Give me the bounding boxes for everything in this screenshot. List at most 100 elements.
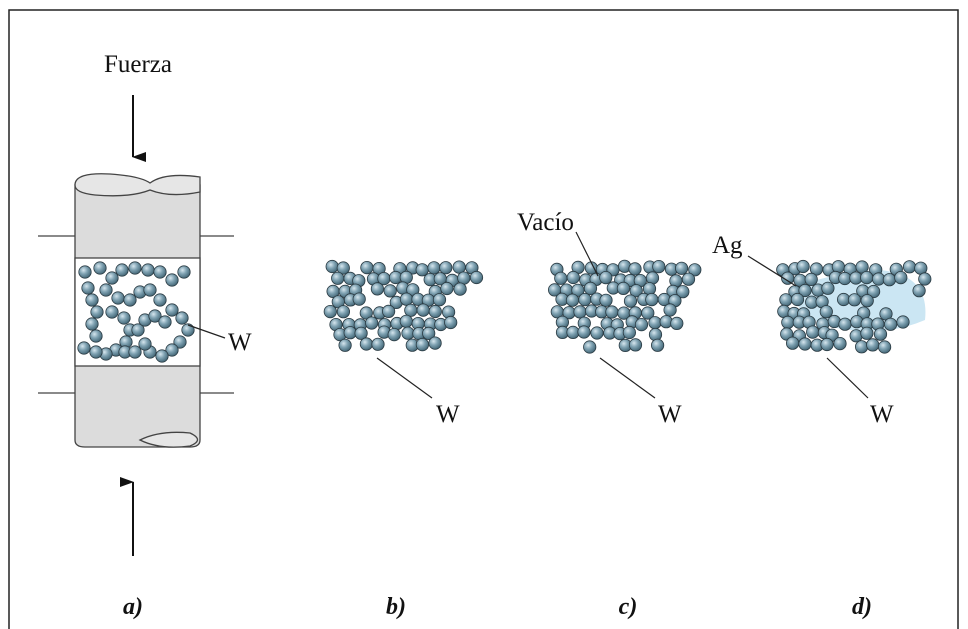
particle (622, 325, 637, 340)
particle (849, 329, 863, 343)
particle (181, 323, 195, 337)
press-cylinder (38, 173, 234, 448)
particle (806, 325, 820, 339)
particle (894, 270, 908, 285)
particle (628, 338, 643, 352)
particle (123, 293, 137, 307)
particle (165, 273, 179, 287)
particle (650, 338, 665, 352)
particle (444, 315, 458, 330)
particle (428, 336, 442, 350)
particle (422, 326, 436, 340)
force-label: Fuerza (104, 51, 172, 78)
particle (578, 292, 592, 307)
particle (359, 337, 373, 351)
particle (360, 260, 374, 275)
particle (779, 293, 793, 307)
particle (440, 281, 454, 296)
particle (173, 335, 187, 349)
particle (415, 337, 429, 352)
particle (93, 261, 107, 275)
particle (877, 340, 892, 354)
particle (573, 305, 587, 319)
particle (354, 326, 368, 340)
particle (648, 327, 663, 342)
leader-lines (187, 231, 869, 399)
particle (566, 270, 580, 285)
particle (804, 272, 818, 286)
particle (577, 325, 591, 339)
particle (352, 292, 366, 306)
particle (583, 340, 597, 354)
void-label: Vacío (517, 209, 574, 236)
particle (105, 271, 119, 285)
particle (85, 317, 99, 331)
particle (99, 283, 113, 297)
particle (860, 326, 874, 340)
particle (860, 294, 874, 308)
panel-label: d) (852, 594, 872, 620)
particle (628, 262, 642, 276)
particle (148, 309, 162, 323)
particle (131, 323, 145, 337)
particle (143, 283, 157, 297)
particle (469, 270, 484, 285)
particle (452, 260, 466, 274)
particle (882, 273, 897, 287)
particle-label: W (436, 401, 460, 428)
particle (141, 263, 155, 277)
particle (798, 337, 812, 351)
particle (89, 345, 103, 359)
particle (359, 306, 373, 320)
particle-label: W (228, 329, 252, 356)
particle (873, 327, 888, 341)
particle (111, 291, 125, 305)
particle (175, 311, 189, 325)
particle (785, 336, 800, 350)
particle (866, 338, 880, 352)
particle (688, 263, 702, 277)
particle (821, 281, 835, 295)
silver-label: Ag (712, 232, 743, 259)
particle (153, 293, 167, 307)
panel-label: b) (386, 594, 406, 620)
particle (623, 294, 638, 308)
particle (90, 305, 104, 319)
particle (117, 311, 131, 325)
particle (439, 261, 453, 275)
frame (8, 9, 959, 629)
particle (896, 315, 910, 329)
particle (847, 293, 862, 307)
particle (599, 293, 613, 307)
particle (676, 285, 690, 299)
particle (331, 271, 345, 285)
particle (336, 305, 350, 319)
particle (641, 306, 655, 320)
particle (399, 292, 414, 306)
particle (338, 338, 352, 352)
particle (866, 284, 881, 299)
panel-label: c) (619, 594, 638, 620)
panel-label: a) (123, 594, 143, 620)
particle (780, 327, 794, 341)
particle (820, 337, 834, 352)
particle (902, 260, 917, 274)
particle (336, 261, 350, 275)
particle (177, 265, 191, 279)
particle (128, 261, 142, 275)
particle (670, 316, 684, 330)
particle (629, 284, 643, 298)
particle (912, 284, 926, 298)
particle (371, 337, 385, 351)
particle (883, 317, 898, 331)
particle (599, 270, 613, 285)
particle (648, 316, 662, 330)
particle (645, 292, 659, 307)
particle (89, 329, 103, 343)
particle (77, 341, 91, 355)
particle (383, 284, 397, 298)
particle (634, 317, 649, 332)
particle (432, 293, 447, 307)
particle (158, 315, 172, 329)
